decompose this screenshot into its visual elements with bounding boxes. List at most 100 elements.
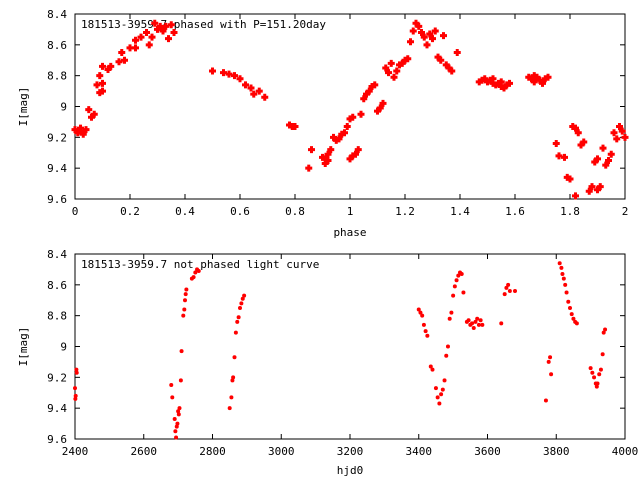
- data-point: [126, 44, 134, 52]
- data-point: [238, 305, 242, 310]
- data-point: [88, 113, 95, 121]
- y-tick-label: 9.2: [47, 131, 67, 144]
- data-point: [435, 395, 440, 400]
- data-point: [513, 289, 517, 293]
- data-point: [363, 90, 370, 98]
- y-tick-label: 9.6: [47, 193, 67, 206]
- data-point: [231, 375, 236, 380]
- data-point: [324, 156, 332, 164]
- data-point: [434, 53, 442, 61]
- data-point: [478, 318, 483, 323]
- data-point: [162, 22, 170, 30]
- data-point: [597, 372, 602, 377]
- data-point: [506, 79, 513, 87]
- data-point: [536, 76, 544, 84]
- y-tick-label: 8.4: [47, 248, 67, 261]
- data-point: [594, 155, 601, 163]
- data-point: [99, 87, 106, 95]
- data-point: [183, 292, 188, 297]
- data-point: [475, 316, 480, 321]
- data-point: [176, 412, 181, 417]
- data-point: [557, 261, 562, 266]
- data-point: [613, 135, 621, 143]
- data-point: [473, 319, 478, 324]
- data-point: [184, 287, 189, 292]
- data-point: [561, 153, 568, 161]
- data-point: [420, 313, 425, 318]
- data-point: [357, 110, 365, 118]
- data-point: [255, 87, 263, 95]
- data-point: [73, 386, 77, 391]
- data-point: [552, 140, 560, 147]
- data-point: [530, 78, 538, 86]
- data-point: [360, 95, 368, 103]
- data-point: [332, 136, 340, 144]
- data-point: [564, 290, 569, 295]
- data-point: [327, 146, 335, 154]
- data-point: [426, 30, 434, 38]
- x-tick-label: 3400: [406, 445, 433, 458]
- data-point: [169, 383, 174, 388]
- data-point: [431, 27, 439, 35]
- data-point: [175, 421, 180, 426]
- data-point: [572, 192, 579, 200]
- data-point: [442, 61, 450, 69]
- y-axis-label: I[mag]: [17, 87, 30, 127]
- data-point: [343, 123, 351, 131]
- data-point: [489, 75, 497, 83]
- x-tick-label: 0.4: [175, 205, 195, 218]
- y-tick-label: 9.4: [47, 402, 67, 415]
- data-point: [425, 333, 430, 338]
- data-point: [165, 35, 172, 43]
- data-point: [497, 78, 505, 86]
- data-point: [503, 81, 511, 89]
- data-point: [85, 106, 93, 114]
- data-point: [173, 429, 178, 434]
- data-point: [170, 395, 175, 400]
- data-point: [561, 276, 566, 281]
- data-point: [595, 381, 600, 386]
- data-point: [239, 301, 244, 306]
- data-point: [385, 69, 392, 77]
- data-point: [172, 416, 177, 421]
- x-tick-label: 3000: [268, 445, 295, 458]
- data-point: [480, 322, 485, 327]
- data-point: [440, 387, 445, 392]
- data-point: [96, 89, 104, 97]
- data-point: [404, 55, 412, 63]
- data-point: [415, 22, 423, 30]
- data-point: [546, 359, 551, 364]
- data-point: [390, 73, 398, 81]
- y-tick-label: 9: [60, 101, 67, 114]
- chart-title: 181513-3959.7 phased with P=151.20day: [81, 18, 326, 31]
- data-point: [233, 330, 238, 335]
- data-point: [90, 110, 98, 118]
- data-point: [588, 366, 593, 371]
- data-point: [594, 186, 601, 194]
- data-point: [191, 275, 196, 280]
- y-tick-label: 8.6: [47, 279, 67, 292]
- data-point: [600, 352, 605, 357]
- data-point: [74, 370, 79, 375]
- data-point: [132, 44, 139, 52]
- data-point: [79, 130, 87, 138]
- data-point: [398, 59, 406, 67]
- data-point: [335, 135, 343, 143]
- data-point: [137, 33, 145, 41]
- chart-title: 181513-3959.7 not phased light curve: [81, 258, 319, 271]
- data-point: [590, 370, 595, 375]
- data-point: [466, 318, 471, 323]
- data-point: [533, 73, 541, 81]
- data-point: [178, 378, 183, 383]
- data-point: [319, 153, 326, 161]
- data-point: [74, 367, 79, 372]
- data-point: [430, 367, 435, 372]
- y-tick-label: 8.4: [47, 8, 67, 21]
- data-point: [572, 124, 579, 132]
- data-point: [151, 19, 159, 27]
- data-point: [437, 401, 442, 406]
- data-point: [543, 398, 548, 403]
- data-point: [349, 152, 357, 160]
- data-point: [321, 155, 329, 163]
- data-point: [177, 406, 182, 411]
